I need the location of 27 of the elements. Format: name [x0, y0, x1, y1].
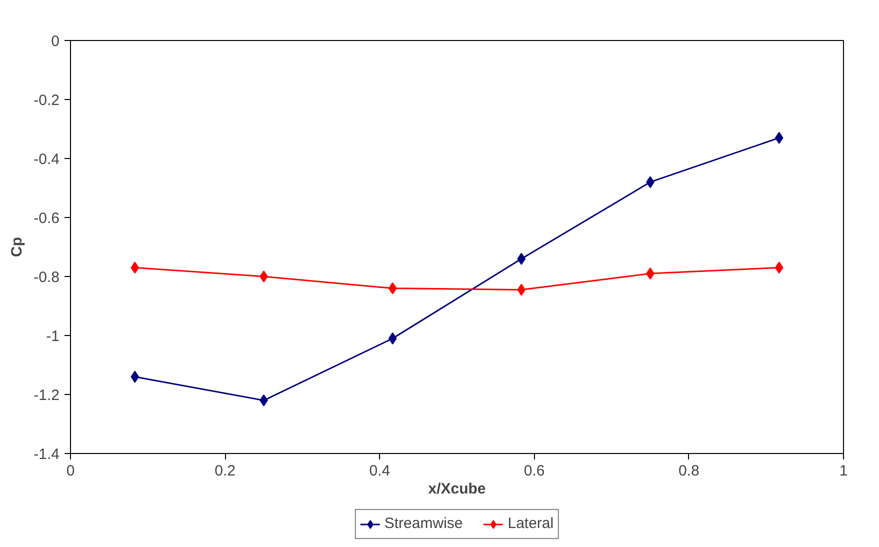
x-tick-label: 1	[839, 462, 848, 480]
x-tick-label: 0.4	[369, 462, 390, 480]
x-tick-label: 0.2	[214, 462, 236, 480]
point	[517, 252, 526, 265]
x-axis-title: x/Xcube	[428, 480, 486, 498]
point	[517, 284, 526, 296]
y-tick-label: -0.4	[34, 151, 60, 168]
y-tick-label: -0.6	[34, 210, 60, 227]
legend-label: Streamwise	[384, 515, 463, 532]
y-axis-title: Cp	[8, 237, 26, 257]
point	[774, 262, 784, 274]
y-tick-label: -1.2	[34, 387, 60, 404]
point	[388, 332, 397, 344]
point	[774, 132, 784, 144]
y-tick-label: -1	[46, 328, 60, 345]
point	[260, 270, 268, 282]
legend-label: Lateral	[508, 515, 554, 532]
x-tick-label: 0.8	[678, 462, 700, 480]
y-tick-label: -1.4	[34, 446, 60, 463]
x-tick-label: 0	[66, 462, 75, 480]
y-tick-label: -0.2	[34, 92, 60, 109]
x-tick-label: 0.6	[524, 462, 545, 480]
y-tick-label: -0.8	[34, 269, 60, 286]
point	[388, 282, 397, 294]
point	[130, 370, 140, 383]
point	[130, 262, 140, 274]
y-tick-label: 0	[51, 33, 60, 50]
